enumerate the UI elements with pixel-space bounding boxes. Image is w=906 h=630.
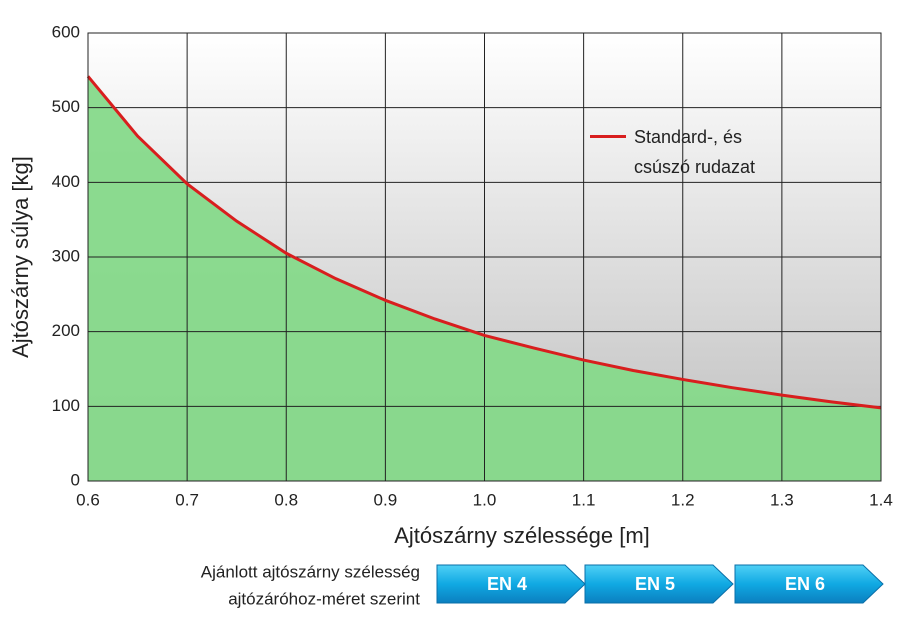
line: [86, 75, 882, 410]
x-tick-label: 0.6: [76, 490, 100, 509]
x-tick-label: 1.1: [572, 490, 596, 509]
y-tick-label: 100: [52, 396, 80, 415]
y-tick-label: 300: [52, 246, 80, 265]
x-axis-label: Ajtószárny szélessége [m]: [394, 523, 650, 548]
y-tick-label: 200: [52, 321, 80, 340]
legend: Standard-, és csúszó rudazat: [590, 122, 790, 182]
caption-line: ajtózáróhoz-méret szerint: [228, 589, 420, 608]
band-arrow: [584, 564, 734, 604]
x-tick-label: 1.4: [869, 490, 893, 509]
band-label: EN 5: [635, 574, 675, 594]
x-tick-label: 1.3: [770, 490, 794, 509]
legend-swatch: [590, 135, 626, 138]
band-label: EN 4: [487, 574, 527, 594]
y-tick-label: 0: [71, 470, 80, 489]
x-tick-label: 0.8: [274, 490, 298, 509]
y-tick-label: 600: [52, 22, 80, 41]
plot-frame: [87, 32, 882, 482]
x-tick-label: 1.2: [671, 490, 695, 509]
x-tick-label: 0.7: [175, 490, 199, 509]
band-arrow: [436, 564, 586, 604]
y-tick-label: 400: [52, 172, 80, 191]
band-arrow: [734, 564, 884, 604]
x-tick-label: 0.9: [374, 490, 398, 509]
y-tick-label: 500: [52, 97, 80, 116]
y-axis-label: Ajtószárny súlya [kg]: [8, 156, 33, 358]
band-label: EN 6: [785, 574, 825, 594]
caption-line: Ajánlott ajtószárny szélesség: [201, 562, 420, 581]
x-tick-label: 1.0: [473, 490, 497, 509]
legend-label: Standard-, és csúszó rudazat: [634, 127, 756, 177]
